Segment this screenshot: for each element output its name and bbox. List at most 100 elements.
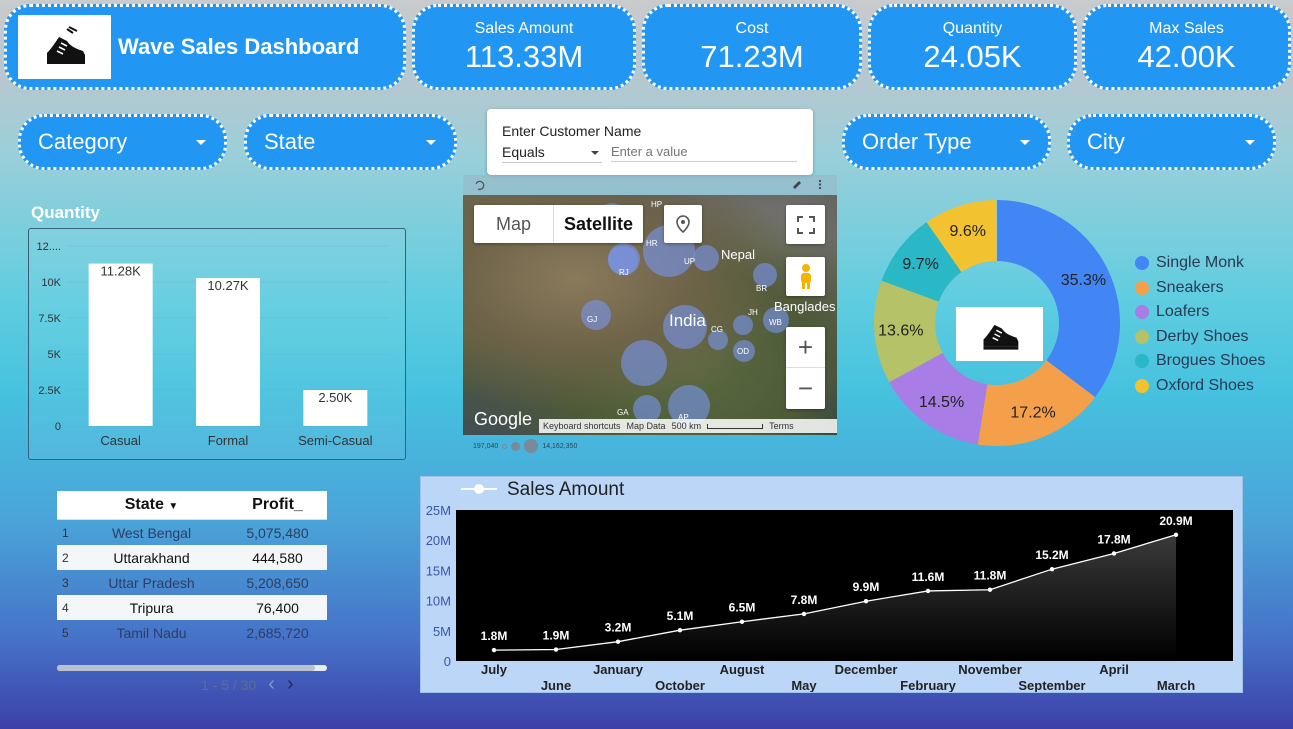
donut-center-logo (956, 307, 1043, 361)
slice-label: 14.5% (919, 394, 964, 411)
data-point (553, 647, 559, 652)
y-tick-label: 0 (444, 654, 451, 669)
next-page-icon[interactable]: › (286, 673, 294, 695)
shoe-logo (18, 15, 111, 79)
map-scale: 500 km (671, 421, 702, 431)
x-tick-label: August (720, 662, 765, 677)
legend-label: Sneakers (1156, 278, 1224, 296)
point-data-label: 3.2M (605, 621, 632, 635)
y-tick-label: 2.5K (38, 385, 61, 397)
legend-marker-icon (474, 484, 484, 494)
chevron-down-icon (1020, 139, 1030, 145)
legend-label: Oxford Shoes (1156, 376, 1254, 394)
map-state-label: GA (617, 408, 629, 417)
profit-column-header[interactable]: Profit_ (252, 496, 303, 513)
order-type-filter-label: Order Type (862, 129, 972, 154)
undo-icon (475, 180, 485, 191)
kpi-value: 113.33M (464, 39, 584, 74)
legend-label: Derby Shoes (1156, 327, 1249, 345)
map-country-label: Nepal (721, 247, 755, 262)
table-scrollbar[interactable] (57, 665, 327, 671)
category-donut-chart: 35.3% 17.2% 14.5% 13.6% 9.7% 9.6% (870, 196, 1125, 451)
legend-item[interactable]: Brogues Shoes (1135, 349, 1265, 374)
customer-filter-title: Enter Customer Name (502, 123, 642, 139)
y-tick-label: 20M (426, 533, 451, 548)
scale-bar (707, 423, 764, 429)
point-data-label: 17.8M (1097, 532, 1130, 546)
legend-dot-icon (1135, 280, 1149, 295)
chevron-down-icon (426, 139, 436, 145)
sales-map-widget: HP PB HR UP RJ BR GJ JH WB CG OD GA AP N… (463, 175, 837, 461)
data-point (1111, 551, 1117, 556)
table-row[interactable]: 2 Uttarakhand 444,580 (57, 545, 327, 570)
x-tick-label: January (593, 662, 644, 677)
kpi-max-sales: Max Sales 42.00K (1082, 4, 1291, 90)
category-filter[interactable]: Category (18, 114, 227, 170)
city-filter-label: City (1087, 129, 1125, 154)
legend-label: Loafers (1156, 303, 1210, 321)
x-tick-label: September (1018, 678, 1085, 692)
map-country-label: India (669, 311, 706, 330)
customer-name-input[interactable] (611, 144, 797, 162)
satellite-map[interactable]: HP PB HR UP RJ BR GJ JH WB CG OD GA AP N… (463, 195, 837, 435)
map-state-label: CG (711, 325, 723, 334)
map-tab[interactable]: Map (474, 205, 554, 243)
donut-svg: 35.3% 17.2% 14.5% 13.6% 9.7% 9.6% (874, 200, 1120, 446)
kpi-label: Sales Amount (474, 20, 574, 37)
x-tick-label: June (541, 678, 571, 692)
zoom-in-button[interactable]: + (786, 327, 825, 368)
street-view-button[interactable] (786, 257, 825, 296)
point-data-label: 1.9M (543, 629, 570, 643)
map-state-label: UP (684, 257, 696, 266)
map-state-label: OD (737, 347, 749, 356)
state-filter[interactable]: State (244, 114, 457, 170)
satellite-tab[interactable]: Satellite (563, 213, 634, 234)
legend-item[interactable]: Derby Shoes (1135, 325, 1265, 350)
slice-label: 9.7% (902, 256, 938, 273)
y-tick-label: 10K (41, 277, 61, 289)
x-tick-label: Formal (208, 433, 249, 448)
chevron-down-icon (196, 139, 206, 145)
table-row[interactable]: 1 West Bengal 5,075,480 (62, 524, 309, 541)
fullscreen-button[interactable] (786, 205, 825, 244)
table-row[interactable]: 5 Tamil Nadu 2,685,720 (62, 624, 309, 641)
map-bubble-legend: 197,040 14,162,350 (473, 439, 577, 453)
data-point (739, 619, 745, 624)
state-column-header[interactable]: State ▼ (124, 496, 179, 513)
table-header: State ▼ Profit_ (57, 491, 327, 520)
point-data-label: 9.9M (853, 580, 880, 594)
terms-link[interactable]: Terms (769, 421, 794, 431)
map-attribution-bar: Keyboard shortcuts Map Data 500 km Terms (539, 419, 837, 433)
legend-item[interactable]: Sneakers (1135, 276, 1265, 301)
x-tick-label: October (655, 678, 705, 692)
prev-page-icon[interactable]: ‹ (268, 673, 275, 695)
legend-label: Brogues Shoes (1156, 352, 1266, 370)
locate-button[interactable] (664, 205, 702, 243)
sales-line-chart-svg: Sales Amount 25M 20M 15M 10M 5M 0 1.8M July 1.9M J… (426, 479, 1233, 693)
x-tick-label: Semi-Casual (298, 433, 373, 448)
city-filter[interactable]: City (1067, 114, 1276, 170)
data-point (925, 588, 931, 594)
order-type-filter[interactable]: Order Type (842, 114, 1051, 170)
legend-item[interactable]: Oxford Shoes (1135, 374, 1265, 399)
chevron-down-icon (1245, 139, 1255, 145)
legend-dot-icon (1135, 329, 1149, 344)
zoom-out-button[interactable]: − (797, 372, 814, 403)
point-data-label: 11.6M (912, 570, 945, 584)
legend-item[interactable]: Loafers (1135, 300, 1265, 325)
map-data-link[interactable]: Map Data (626, 421, 666, 431)
sneaker-icon (46, 26, 85, 64)
keyboard-shortcuts-link[interactable]: Keyboard shortcuts (543, 421, 621, 431)
x-tick-label: February (900, 678, 956, 692)
table-row[interactable]: 4 Tripura 76,400 (57, 595, 327, 620)
y-tick-label: 0 (55, 421, 61, 433)
operator-select[interactable]: Equals (502, 144, 602, 163)
google-logo: Google (474, 409, 533, 429)
legend-item[interactable]: Single Monk (1135, 251, 1265, 276)
table-row[interactable]: 3 Uttar Pradesh 5,208,650 (62, 574, 309, 591)
scrollbar-thumb[interactable] (57, 665, 315, 671)
customer-name-filter: Enter Customer Name Equals (487, 109, 813, 175)
kpi-label: Quantity (942, 20, 1003, 37)
data-point (987, 587, 993, 592)
